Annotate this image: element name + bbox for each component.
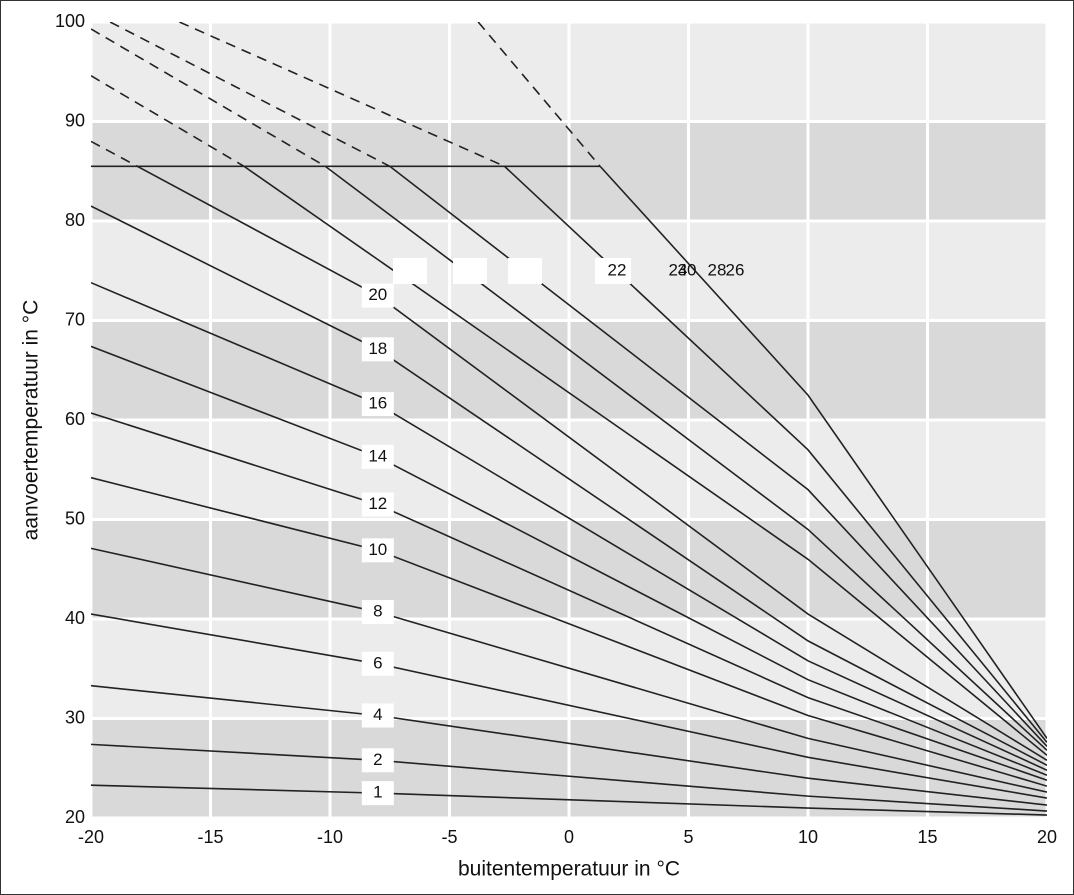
curve bbox=[599, 166, 1047, 739]
label-box bbox=[361, 444, 394, 469]
series-label: 20 bbox=[368, 285, 387, 304]
label-box bbox=[361, 600, 394, 625]
curve bbox=[91, 547, 1047, 793]
y-tick-label: 90 bbox=[65, 110, 85, 130]
curve bbox=[91, 281, 1047, 771]
curve bbox=[135, 166, 1047, 761]
label-box bbox=[361, 703, 394, 728]
x-axis-title: buitentemperatuur in °C bbox=[458, 858, 680, 881]
series-label: 4 bbox=[373, 705, 382, 724]
curve bbox=[91, 345, 1047, 776]
x-tick-label: 0 bbox=[564, 827, 574, 847]
label-box bbox=[361, 283, 394, 308]
label-box bbox=[361, 392, 394, 417]
y-tick-label: 20 bbox=[65, 807, 85, 827]
curve bbox=[388, 166, 1047, 747]
series-label: 28 bbox=[708, 260, 727, 279]
curve-dashed bbox=[179, 22, 506, 167]
curve bbox=[242, 166, 1047, 756]
y-tick-label: 70 bbox=[65, 309, 85, 329]
y-axis-title: aanvoertemperatuur in °C bbox=[20, 300, 43, 541]
label-box bbox=[361, 748, 394, 773]
label-box bbox=[361, 781, 394, 806]
label-box bbox=[361, 651, 394, 676]
curve bbox=[91, 684, 1047, 806]
curve bbox=[91, 205, 1047, 766]
x-tick-label: 5 bbox=[683, 827, 693, 847]
curve bbox=[323, 166, 1047, 751]
series-label: 1 bbox=[373, 783, 382, 802]
curve bbox=[91, 613, 1047, 799]
series-label: 8 bbox=[373, 602, 382, 621]
series-label: 22 bbox=[608, 260, 627, 279]
series-label: 24 bbox=[669, 260, 688, 279]
series-label: 26 bbox=[726, 260, 745, 279]
curve bbox=[91, 743, 1047, 812]
series-label: 2 bbox=[373, 750, 382, 769]
series-label: 18 bbox=[368, 339, 387, 358]
x-tick-label: -15 bbox=[197, 827, 223, 847]
y-tick-label: 50 bbox=[65, 508, 85, 528]
series-label: 30 bbox=[678, 260, 697, 279]
label-box bbox=[508, 258, 542, 284]
curve bbox=[91, 412, 1047, 781]
x-tick-label: 15 bbox=[917, 827, 937, 847]
curve-dashed bbox=[91, 75, 246, 167]
y-tick-label: 100 bbox=[55, 11, 85, 31]
x-tick-label: -5 bbox=[441, 827, 457, 847]
label-box bbox=[453, 258, 487, 284]
y-tick-label: 80 bbox=[65, 210, 85, 230]
label-box bbox=[595, 258, 631, 284]
series-label: 16 bbox=[368, 394, 387, 413]
x-tick-label: -10 bbox=[317, 827, 343, 847]
label-box bbox=[361, 492, 394, 517]
x-tick-label: 10 bbox=[798, 827, 818, 847]
label-box bbox=[361, 538, 394, 563]
y-tick-label: 30 bbox=[65, 707, 85, 727]
label-box bbox=[361, 337, 394, 362]
label-box bbox=[393, 258, 427, 284]
series-label: 14 bbox=[368, 446, 387, 465]
x-tick-label: -20 bbox=[78, 827, 104, 847]
curve-dashed bbox=[477, 22, 602, 167]
series-label: 12 bbox=[368, 494, 387, 513]
y-tick-label: 40 bbox=[65, 608, 85, 628]
curve bbox=[91, 476, 1047, 787]
y-tick-label: 60 bbox=[65, 409, 85, 429]
curve bbox=[502, 166, 1047, 743]
curve-dashed bbox=[109, 22, 392, 167]
series-label: 6 bbox=[373, 653, 382, 672]
curve bbox=[91, 784, 1047, 816]
x-tick-label: 20 bbox=[1037, 827, 1057, 847]
series-label: 10 bbox=[368, 540, 387, 559]
